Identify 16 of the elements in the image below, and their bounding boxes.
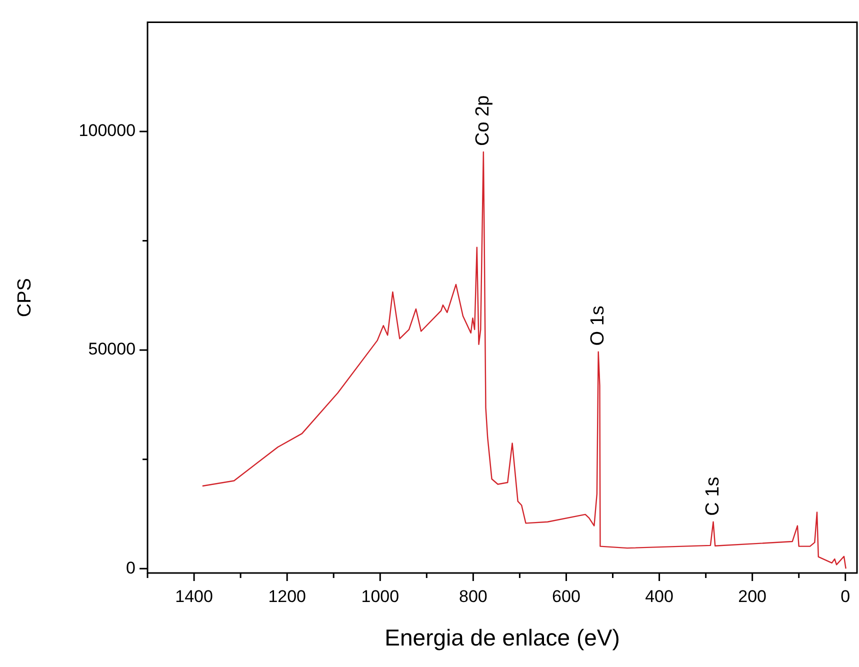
x-tick-label: 200: [738, 586, 767, 606]
y-axis-title: CPS: [14, 278, 36, 318]
x-tick-label: 1400: [175, 586, 213, 606]
annotation: Co 2p: [472, 95, 494, 146]
x-tick-label: 1200: [268, 586, 306, 606]
annotation: O 1s: [588, 306, 609, 346]
x-tick-label: 600: [552, 586, 580, 606]
x-tick-label: 1000: [361, 586, 400, 606]
x-tick-label: 800: [459, 586, 488, 606]
y-tick-label: 100000: [78, 121, 136, 140]
x-tick-label: 400: [645, 586, 674, 606]
annotation: C 1s: [702, 476, 724, 516]
x-tick-label: 0: [840, 586, 850, 606]
y-tick-label: 0: [126, 558, 136, 578]
x-axis-title: Energia de enlace (eV): [384, 624, 620, 651]
y-tick-label: 50000: [88, 340, 136, 359]
